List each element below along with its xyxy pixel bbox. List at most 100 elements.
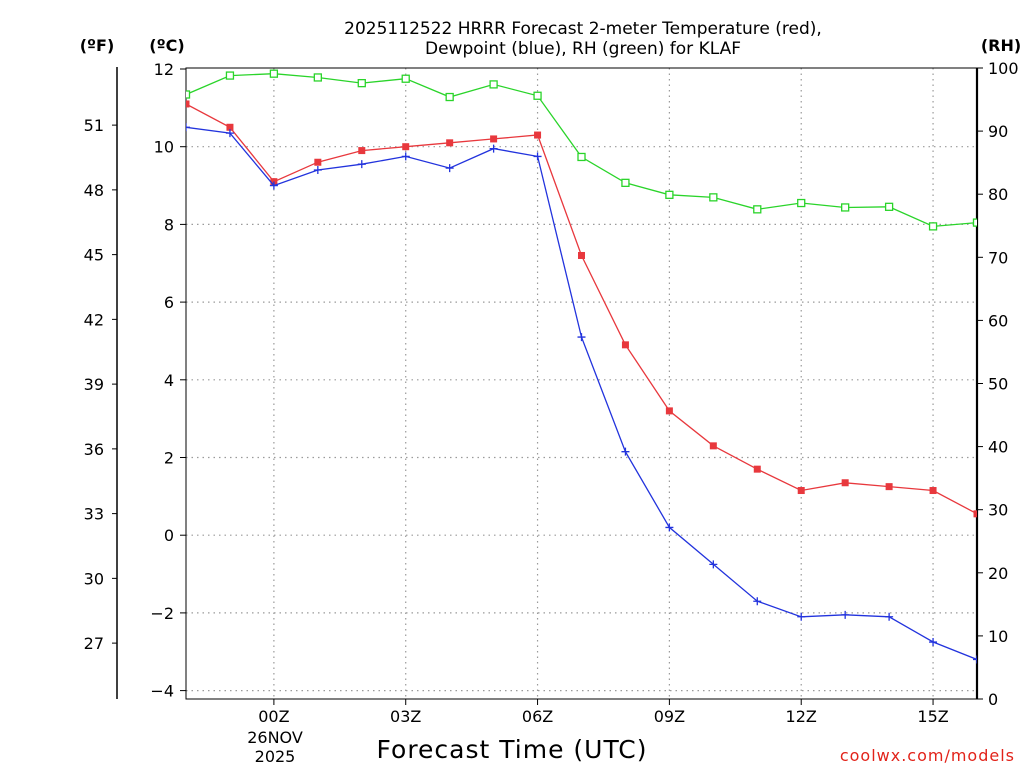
temperature-point (402, 143, 410, 151)
dewpoint-point (797, 612, 806, 621)
temperature-point (314, 158, 322, 166)
dewpoint-point (753, 597, 762, 606)
dewpoint-point (621, 447, 630, 456)
dewpoint-point (929, 638, 938, 647)
celsius-tick-label: −2 (150, 604, 174, 623)
x-tick-label: 03Z (390, 707, 421, 726)
rh-point (797, 198, 806, 208)
dewpoint-point (401, 152, 410, 161)
rh-tick-label: 30 (988, 501, 1008, 520)
x-tick-label: 00Z (258, 707, 289, 726)
x-tick-label: 12Z (786, 707, 817, 726)
dewpoint-point (489, 144, 498, 153)
x-axis: 00Z 03Z 06Z 09Z 12Z 15Z (258, 699, 949, 726)
fahrenheit-tick-label: 48 (84, 181, 104, 200)
rh-tick-label: 100 (988, 59, 1019, 78)
date-year-label: 2025 (255, 747, 296, 766)
temperature-point (973, 510, 977, 518)
celsius-tick-label: −4 (150, 682, 174, 701)
temperature-point (226, 123, 234, 131)
fahrenheit-tick-label: 27 (84, 634, 104, 653)
temperature-series (186, 100, 977, 518)
rh-point (577, 152, 586, 162)
rh-tick-label: 50 (988, 375, 1008, 394)
dewpoint-point (313, 166, 322, 175)
dewpoint-point (885, 612, 894, 621)
celsius-axis: 12 10 8 6 4 2 0 −2 −4 (150, 60, 186, 701)
fahrenheit-tick-label: 39 (84, 375, 104, 394)
rh-tick-label: 70 (988, 248, 1008, 267)
rh-point (313, 73, 322, 82)
rh-tick-label: 60 (988, 311, 1008, 330)
dewpoint-point (577, 333, 586, 342)
rh-tick-label: 40 (988, 438, 1008, 457)
fahrenheit-unit-label: (ºF) (80, 36, 115, 55)
dewpoint-point (269, 181, 278, 190)
x-axis-title: Forecast Time (UTC) (377, 735, 648, 764)
rh-unit-label: (RH) (981, 36, 1021, 55)
rh-tick-label: 10 (988, 627, 1008, 646)
temperature-point (358, 147, 366, 155)
dewpoint-point (841, 610, 850, 619)
rh-tick-label: 20 (988, 564, 1008, 583)
dewpoint-series (186, 123, 977, 664)
rh-point (972, 218, 977, 227)
temperature-point (929, 487, 937, 495)
celsius-tick-label: 4 (164, 371, 174, 390)
temperature-point (797, 487, 805, 495)
rh-point (621, 178, 630, 187)
rh-point (357, 78, 366, 88)
x-tick-label: 06Z (522, 707, 553, 726)
temperature-point (621, 341, 629, 349)
fahrenheit-tick-label: 51 (84, 116, 104, 135)
celsius-unit-label: (ºC) (149, 36, 184, 55)
rh-point (928, 222, 938, 231)
x-tick-label: 09Z (654, 707, 685, 726)
rh-tick-label: 80 (988, 185, 1008, 204)
temperature-point (709, 442, 717, 450)
dewpoint-point (533, 152, 542, 161)
temperature-point (665, 407, 673, 415)
rh-point (445, 92, 454, 102)
rh-point (269, 69, 279, 78)
fahrenheit-tick-label: 33 (84, 505, 104, 524)
celsius-tick-label: 12 (154, 60, 174, 79)
rh-point (533, 91, 542, 100)
celsius-tick-label: 2 (164, 449, 174, 468)
dewpoint-point (709, 560, 718, 569)
date-day-label: 26NOV (247, 728, 303, 747)
rh-point (709, 193, 718, 202)
fahrenheit-tick-label: 30 (84, 569, 104, 588)
rh-point (884, 202, 894, 211)
rh-series (186, 69, 977, 231)
rh-tick-label: 0 (988, 690, 998, 709)
rh-point (841, 203, 850, 212)
dewpoint-point (357, 160, 366, 169)
temperature-point (841, 479, 849, 487)
temperature-point (490, 135, 498, 143)
celsius-tick-label: 8 (164, 215, 174, 234)
rh-point (753, 205, 762, 214)
rh-point (665, 190, 674, 199)
temperature-point (534, 131, 542, 139)
rh-point (401, 74, 410, 83)
fahrenheit-axis: 51 48 45 42 39 36 33 30 27 (84, 116, 117, 653)
temperature-point (186, 100, 190, 108)
temperature-point (753, 465, 761, 473)
celsius-tick-label: 6 (164, 293, 174, 312)
rh-tick-label: 90 (988, 122, 1008, 141)
celsius-tick-label: 0 (164, 526, 174, 545)
dewpoint-point (445, 164, 454, 173)
dewpoint-point (225, 129, 234, 138)
chart-title-line2: Dewpoint (blue), RH (green) for KLAF (425, 39, 741, 59)
temperature-point (578, 251, 585, 259)
celsius-tick-label: 10 (154, 138, 174, 157)
grid-lines (186, 68, 977, 699)
dewpoint-point (186, 123, 190, 132)
dewpoint-point (665, 523, 674, 532)
fahrenheit-tick-label: 45 (84, 246, 104, 265)
rh-point (225, 71, 235, 80)
